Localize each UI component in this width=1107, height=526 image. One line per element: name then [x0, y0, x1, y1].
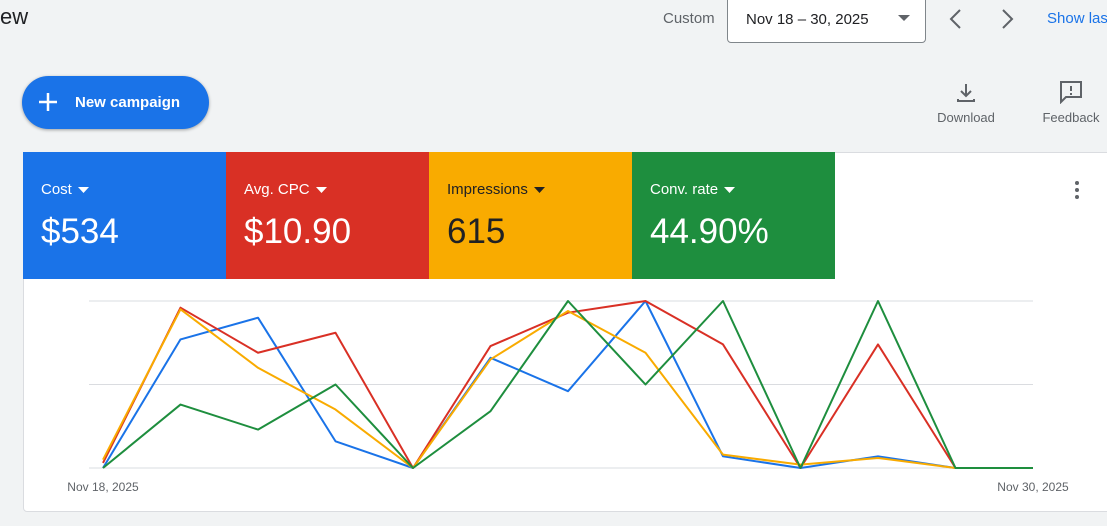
dropdown-icon [315, 187, 327, 193]
feedback-label[interactable]: Feedback [1042, 110, 1100, 125]
scorecard[interactable]: Avg. CPC $10.90 [226, 152, 429, 279]
show-last-link[interactable]: Show las [1047, 10, 1107, 27]
new-campaign-button[interactable]: New campaign [22, 76, 209, 129]
scorecard-value: 44.90% [650, 212, 769, 251]
download-label[interactable]: Download [937, 110, 995, 125]
dropdown-icon [724, 187, 736, 193]
scorecard-value: $10.90 [244, 212, 352, 251]
series-line [102, 300, 1033, 469]
series-line [102, 308, 1033, 469]
download-icon[interactable] [955, 82, 977, 104]
more-menu[interactable] [1072, 180, 1082, 202]
dropdown-icon [77, 187, 89, 193]
scorecard-value: 615 [447, 212, 506, 251]
series-line [102, 300, 1033, 469]
prev-button[interactable] [946, 8, 966, 30]
scorecard[interactable]: Conv. rate 44.90% [632, 152, 835, 279]
button-label: New campaign [75, 94, 181, 111]
scorecard[interactable]: Impressions 615 [429, 152, 632, 279]
x-tick-label: Nov 18, 2025 [67, 480, 139, 494]
dropdown-icon [898, 15, 910, 21]
scorecard-label: Conv. rate [650, 181, 736, 198]
date-picker[interactable]: Nov 18 – 30, 2025 [727, 0, 926, 43]
date-range: Nov 18 – 30, 2025 [746, 11, 869, 28]
x-tick-label: Nov 30, 2025 [997, 480, 1069, 494]
series-line [102, 300, 1033, 469]
scorecard-label: Impressions [447, 181, 546, 198]
plus-icon [39, 93, 57, 111]
scorecard-value: $534 [41, 212, 119, 251]
scorecard-label: Cost [41, 181, 90, 198]
dropdown-icon [533, 187, 545, 193]
page-title: ew [0, 4, 29, 29]
next-button[interactable] [998, 8, 1018, 30]
range-label: Custom [663, 10, 715, 27]
feedback-icon[interactable] [1059, 80, 1083, 104]
scorecard[interactable]: Cost $534 [23, 152, 226, 279]
scorecard-label: Avg. CPC [244, 181, 328, 198]
